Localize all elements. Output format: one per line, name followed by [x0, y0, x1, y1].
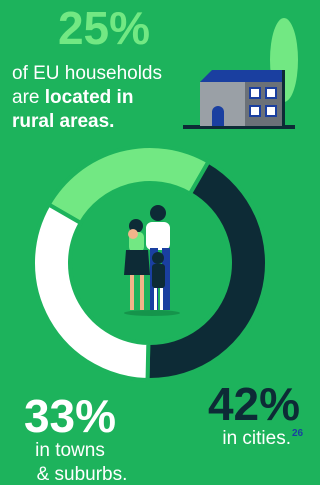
- family-illustration: [124, 205, 180, 316]
- category-label: are located in: [12, 87, 133, 108]
- label-part: located in: [45, 87, 134, 108]
- value-label: 33%: [24, 390, 116, 442]
- category-label: rural areas.: [12, 111, 114, 132]
- category-label: in cities.: [222, 428, 291, 449]
- donut-segment: [49, 146, 209, 223]
- label-part: are: [12, 87, 45, 108]
- value-label: 25%: [58, 2, 150, 54]
- footnote-marker: 26: [292, 428, 304, 439]
- value-label: 42%: [208, 378, 300, 430]
- category-label: of EU households: [12, 63, 162, 84]
- house-illustration: [183, 18, 298, 129]
- category-label: & suburbs.: [37, 464, 128, 485]
- category-label: in towns: [35, 440, 105, 461]
- infographic: 25% of EU households are located in rura…: [0, 0, 308, 485]
